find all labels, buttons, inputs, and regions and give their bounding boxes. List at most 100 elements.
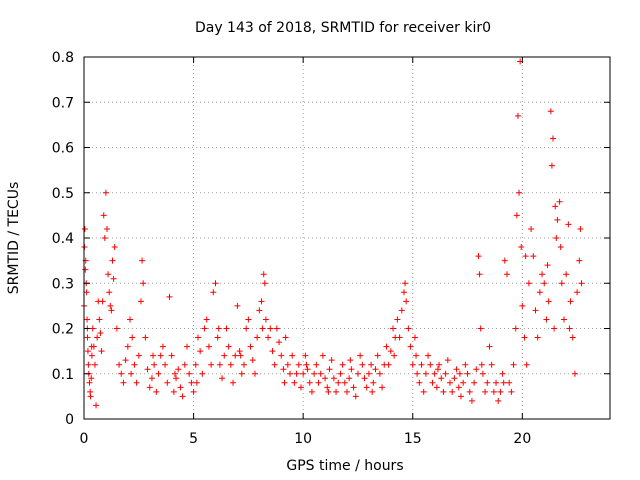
y-tick-label: 0.7 bbox=[52, 95, 74, 111]
data-point bbox=[427, 361, 434, 368]
data-point bbox=[464, 370, 471, 377]
data-point bbox=[553, 235, 560, 241]
data-point bbox=[361, 375, 368, 382]
data-point bbox=[101, 235, 108, 241]
data-point bbox=[387, 348, 394, 355]
data-point bbox=[357, 352, 364, 359]
data-point bbox=[84, 348, 91, 355]
data-point bbox=[552, 203, 559, 210]
data-point bbox=[142, 334, 149, 341]
chart-title: Day 143 of 2018, SRMTID for receiver kir… bbox=[195, 20, 491, 36]
data-point bbox=[466, 388, 473, 395]
data-point bbox=[179, 393, 186, 400]
data-point bbox=[563, 271, 570, 278]
data-point bbox=[440, 388, 447, 395]
data-point bbox=[262, 316, 269, 323]
data-point bbox=[429, 379, 436, 386]
data-point bbox=[460, 379, 467, 386]
data-point bbox=[394, 316, 401, 323]
data-point bbox=[276, 339, 283, 346]
data-point bbox=[194, 334, 201, 341]
data-point bbox=[116, 361, 123, 368]
data-point bbox=[379, 384, 386, 391]
data-point bbox=[87, 393, 94, 400]
data-point bbox=[390, 325, 397, 332]
data-point bbox=[122, 357, 129, 364]
data-point bbox=[259, 325, 266, 332]
data-point bbox=[544, 262, 551, 269]
data-point bbox=[453, 366, 460, 373]
data-point bbox=[273, 325, 280, 332]
data-point bbox=[225, 343, 232, 350]
data-point bbox=[506, 379, 513, 386]
data-point bbox=[416, 379, 423, 386]
data-point bbox=[365, 370, 372, 377]
data-point bbox=[108, 307, 115, 314]
data-point bbox=[513, 212, 520, 219]
x-tick-label: 15 bbox=[404, 431, 422, 447]
data-point bbox=[109, 257, 116, 264]
data-point bbox=[267, 325, 274, 332]
data-point bbox=[431, 370, 438, 377]
data-point bbox=[104, 225, 111, 232]
x-tick-label: 20 bbox=[513, 431, 531, 447]
data-point bbox=[322, 375, 329, 382]
data-point bbox=[240, 361, 247, 368]
data-point bbox=[525, 280, 532, 287]
data-point bbox=[164, 379, 171, 386]
data-point bbox=[403, 298, 410, 305]
data-point bbox=[219, 375, 226, 382]
data-point bbox=[107, 302, 114, 309]
data-point bbox=[81, 225, 88, 232]
data-point bbox=[434, 366, 441, 373]
data-point bbox=[100, 212, 107, 219]
data-point bbox=[84, 334, 91, 341]
data-point bbox=[333, 388, 340, 395]
data-point bbox=[287, 370, 294, 377]
data-point bbox=[551, 325, 558, 332]
data-point bbox=[317, 370, 324, 377]
data-point bbox=[210, 289, 217, 296]
data-point bbox=[214, 334, 221, 341]
data-point bbox=[212, 280, 219, 287]
data-point bbox=[385, 361, 392, 368]
data-point bbox=[411, 334, 418, 341]
data-point bbox=[543, 316, 550, 323]
y-tick-label: 0 bbox=[65, 412, 74, 428]
data-points bbox=[81, 58, 585, 409]
data-point bbox=[337, 370, 344, 377]
data-point bbox=[151, 361, 158, 368]
data-point bbox=[291, 379, 298, 386]
data-point bbox=[556, 198, 563, 205]
data-point bbox=[557, 244, 564, 251]
data-point bbox=[486, 343, 493, 350]
data-point bbox=[425, 352, 432, 359]
data-point bbox=[370, 379, 377, 386]
data-point bbox=[519, 302, 526, 309]
data-point bbox=[184, 343, 191, 350]
data-point bbox=[455, 384, 462, 391]
data-point bbox=[475, 253, 482, 260]
data-point bbox=[521, 334, 528, 341]
data-point bbox=[456, 370, 463, 377]
data-point bbox=[536, 289, 543, 296]
data-point bbox=[247, 343, 254, 350]
data-point bbox=[215, 325, 222, 332]
data-point bbox=[249, 357, 256, 364]
data-point bbox=[457, 393, 464, 400]
data-point bbox=[166, 293, 173, 300]
data-point bbox=[256, 307, 263, 314]
data-point bbox=[311, 370, 318, 377]
data-point bbox=[346, 375, 353, 382]
data-point bbox=[532, 307, 539, 314]
data-point bbox=[238, 370, 245, 377]
data-point bbox=[500, 379, 507, 386]
data-point bbox=[497, 388, 504, 395]
data-point bbox=[368, 361, 375, 368]
data-point bbox=[124, 343, 131, 350]
data-point bbox=[566, 325, 573, 332]
data-point bbox=[482, 388, 489, 395]
data-point bbox=[488, 361, 495, 368]
data-point bbox=[512, 325, 519, 332]
